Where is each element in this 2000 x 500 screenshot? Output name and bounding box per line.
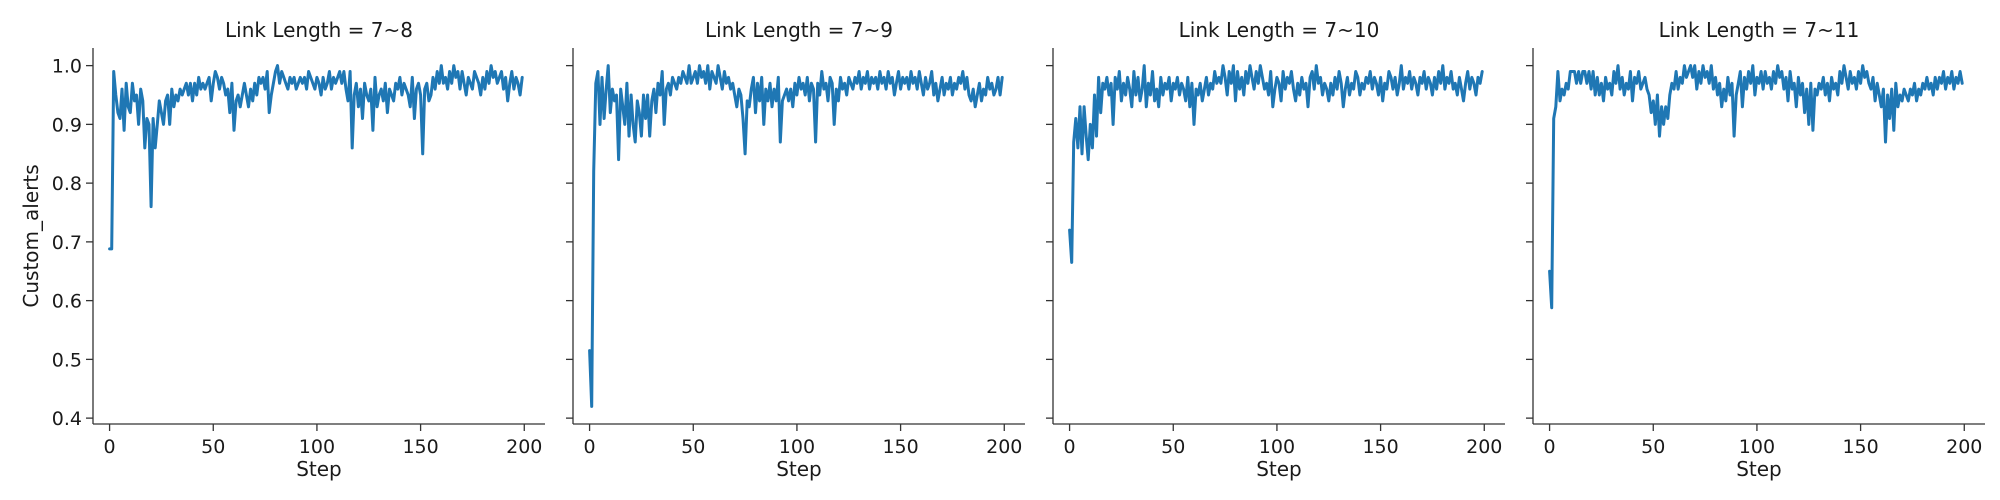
x-axis-label: Step [776, 457, 822, 481]
x-axis-label: Step [296, 457, 342, 481]
panel-title: Link Length = 7~10 [1179, 18, 1380, 42]
x-tick-label: 50 [681, 436, 705, 458]
chart-panel-3: Link Length = 7~10 0 50 100 150 200 Step [1046, 18, 1505, 481]
series-line [1548, 64, 1964, 310]
x-axis-label: Step [1736, 457, 1782, 481]
x-tick-label: 150 [1842, 436, 1878, 458]
chart-panel-4: Link Length = 7~11 0 50 100 150 200 Step [1526, 18, 1985, 481]
x-tick-label: 0 [1544, 436, 1556, 458]
x-tick-label: 0 [584, 436, 596, 458]
y-tick-label: 0.5 [52, 349, 82, 371]
x-tick-label: 100 [1739, 436, 1775, 458]
y-tick-label: 0.9 [52, 114, 82, 136]
x-tick-label: 150 [882, 436, 918, 458]
y-tick-label: 1.0 [52, 56, 82, 78]
series-line [108, 64, 524, 251]
x-tick-label: 100 [299, 436, 335, 458]
x-tick-label: 50 [201, 436, 225, 458]
y-tick-label: 0.6 [52, 291, 82, 313]
x-tick-label: 200 [1466, 436, 1502, 458]
x-tick-label: 150 [1362, 436, 1398, 458]
x-tick-label: 200 [506, 436, 542, 458]
chart-panel-1: Link Length = 7~8 0.4 0.5 0.6 0.7 0.8 0.9 1.0 0 5… [52, 18, 545, 481]
series-line [588, 64, 1004, 408]
chart-panel-2: Link Length = 7~9 0 50 100 150 200 Step [566, 18, 1025, 481]
panel-title: Link Length = 7~11 [1659, 18, 1860, 42]
x-tick-label: 200 [1946, 436, 1982, 458]
panel-title: Link Length = 7~9 [705, 18, 893, 42]
x-tick-label: 100 [779, 436, 815, 458]
x-tick-label: 100 [1259, 436, 1295, 458]
x-axis-label: Step [1256, 457, 1302, 481]
y-tick-label: 0.7 [52, 232, 82, 254]
y-tick-label: 0.4 [52, 408, 82, 430]
x-tick-label: 0 [104, 436, 116, 458]
x-tick-label: 200 [986, 436, 1022, 458]
x-tick-label: 50 [1641, 436, 1665, 458]
y-tick-label: 0.8 [52, 173, 82, 195]
panel-title: Link Length = 7~8 [225, 18, 413, 42]
series-line [1068, 64, 1484, 264]
x-tick-label: 50 [1161, 436, 1185, 458]
x-tick-label: 0 [1064, 436, 1076, 458]
x-tick-label: 150 [402, 436, 438, 458]
y-axis-label: Custom_alerts [19, 164, 43, 307]
